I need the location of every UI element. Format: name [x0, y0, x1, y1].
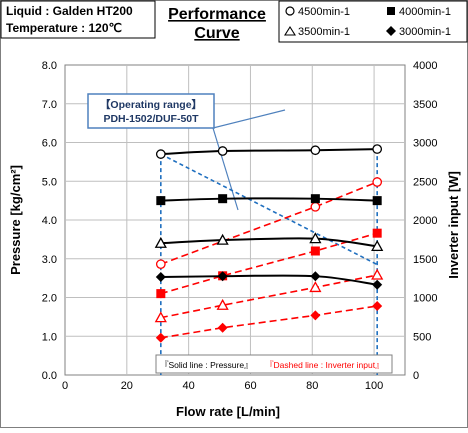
x-tick-label: 40 — [183, 380, 195, 392]
x-tick-label: 20 — [121, 380, 133, 392]
y-tick-label: 0.0 — [42, 370, 57, 382]
legend-box — [278, 0, 468, 43]
inverter-point-3500min-1 — [216, 298, 229, 310]
pressure-point-3000min-1 — [310, 271, 321, 282]
y2-tick-label: 3000 — [413, 138, 437, 150]
legend-label-4000: 4000min-1 — [399, 6, 451, 18]
y-tick-label: 3.0 — [42, 254, 57, 266]
y2-tick-label: 2000 — [413, 215, 437, 227]
inverter-point-3500min-1 — [154, 311, 167, 323]
inverter-point-3500min-1 — [309, 281, 322, 293]
legend-marker-4500 — [285, 6, 295, 16]
callout-line2: PDH-1502/DUF-50T — [103, 113, 199, 125]
y2-tick-label: 1500 — [413, 254, 437, 266]
pressure-point-3500min-1 — [371, 240, 384, 252]
legend-marker-4000 — [387, 7, 395, 15]
pressure-point-4000min-1 — [372, 196, 382, 206]
legend-label-3500: 3500min-1 — [298, 26, 350, 38]
pressure-line-3000min-1 — [160, 274, 378, 286]
y2-tick-label: 1000 — [413, 293, 437, 305]
note-dashed-line: 『Dashed line : Inverter input』 — [265, 360, 384, 370]
inverter-point-3500min-1 — [371, 268, 384, 280]
legend-marker-3500 — [284, 25, 296, 36]
inverter-point-3000min-1 — [310, 310, 321, 321]
note-box — [155, 354, 393, 374]
operating-range-callout: 【Operating range】 PDH-1502/DUF-50T — [87, 93, 286, 211]
x-tick-label: 60 — [244, 380, 256, 392]
callout-box — [87, 93, 215, 129]
inverter-point-3000min-1 — [155, 332, 166, 343]
pressure-point-4500min-1 — [155, 149, 166, 159]
inverter-point-3000min-1 — [372, 301, 383, 312]
callout-line1: 【Operating range】 — [100, 98, 202, 111]
legend: 4500min-1 4000min-1 3500min-1 3000min-1 — [278, 0, 468, 43]
grid — [65, 65, 405, 375]
y2-axis-title: Inverter input [W] — [446, 171, 461, 279]
x-tick-label: 80 — [306, 380, 318, 392]
pressure-point-3000min-1 — [155, 271, 166, 282]
x-tick-label: 0 — [62, 380, 68, 392]
chart-title-line1: Performance — [168, 6, 266, 23]
fluid-info-box — [0, 0, 156, 39]
y-tick-label: 1.0 — [42, 331, 57, 343]
pressure-line-3500min-1 — [160, 237, 378, 248]
legend-marker-3000 — [386, 26, 396, 36]
fluid-temperature-text: Temperature : 120℃ — [6, 21, 122, 35]
legend-label-3000: 3000min-1 — [399, 26, 451, 38]
pressure-point-4500min-1 — [217, 146, 228, 156]
y2-tick-label: 2500 — [413, 176, 437, 188]
y2-tick-label: 4000 — [413, 60, 437, 72]
pressure-point-3000min-1 — [372, 279, 383, 290]
callout-pointer-1 — [212, 127, 239, 211]
pressure-line-4500min-1 — [160, 148, 378, 156]
pressure-point-4000min-1 — [310, 194, 320, 204]
y-tick-label: 8.0 — [42, 60, 57, 72]
pressure-point-3500min-1 — [309, 232, 322, 244]
callout-pointer-2 — [212, 109, 286, 129]
inverter-point-4500min-1 — [310, 201, 321, 212]
y-tick-label: 4.0 — [42, 215, 57, 227]
inverter-point-4000min-1 — [156, 289, 166, 299]
pressure-point-3500min-1 — [216, 233, 229, 245]
pressure-point-4500min-1 — [310, 145, 321, 156]
inverter-point-4000min-1 — [310, 246, 320, 256]
y-tick-label: 5.0 — [42, 176, 57, 188]
pressure-line-4000min-1 — [160, 197, 378, 202]
y-axis-title: Pressure [kg/cm²] — [8, 165, 23, 275]
y2-tick-label: 500 — [413, 331, 431, 343]
axes: 0 20 40 60 80 100 0.0 1.0 2.0 3.0 4.0 5.0 6.0 7.0 8.0 0… — [42, 60, 438, 392]
inverter-point-4500min-1 — [155, 259, 166, 270]
y-tick-label: 6.0 — [42, 138, 57, 150]
note-solid-line: 『Solid line : Pressure』 — [160, 360, 253, 370]
pressure-point-4000min-1 — [218, 194, 228, 204]
fluid-liquid-text: Liquid : Galden HT200 — [6, 4, 133, 18]
inverter-point-4000min-1 — [372, 228, 382, 238]
pressure-point-4500min-1 — [372, 144, 383, 154]
y-tick-label: 2.0 — [42, 293, 57, 305]
y2-tick-label: 3500 — [413, 99, 437, 111]
y2-tick-label: 0 — [413, 370, 419, 382]
operating-range-diagonal — [160, 153, 378, 266]
chart-title-line2: Curve — [194, 25, 239, 42]
pressure-point-3000min-1 — [217, 271, 228, 282]
inverter-point-4500min-1 — [372, 177, 383, 187]
pressure-point-4000min-1 — [156, 196, 166, 206]
x-axis-title: Flow rate [L/min] — [176, 404, 280, 419]
inverter-line-3500min-1 — [160, 274, 378, 319]
x-tick-label: 100 — [365, 380, 383, 392]
inverter-point-3000min-1 — [217, 322, 228, 333]
inverter-line-4500min-1 — [160, 181, 378, 265]
inverter-line-3000min-1 — [160, 305, 378, 339]
legend-label-4500: 4500min-1 — [298, 6, 350, 18]
pressure-series-group — [154, 144, 384, 290]
pressure-point-3500min-1 — [154, 236, 167, 248]
y-tick-label: 7.0 — [42, 99, 57, 111]
